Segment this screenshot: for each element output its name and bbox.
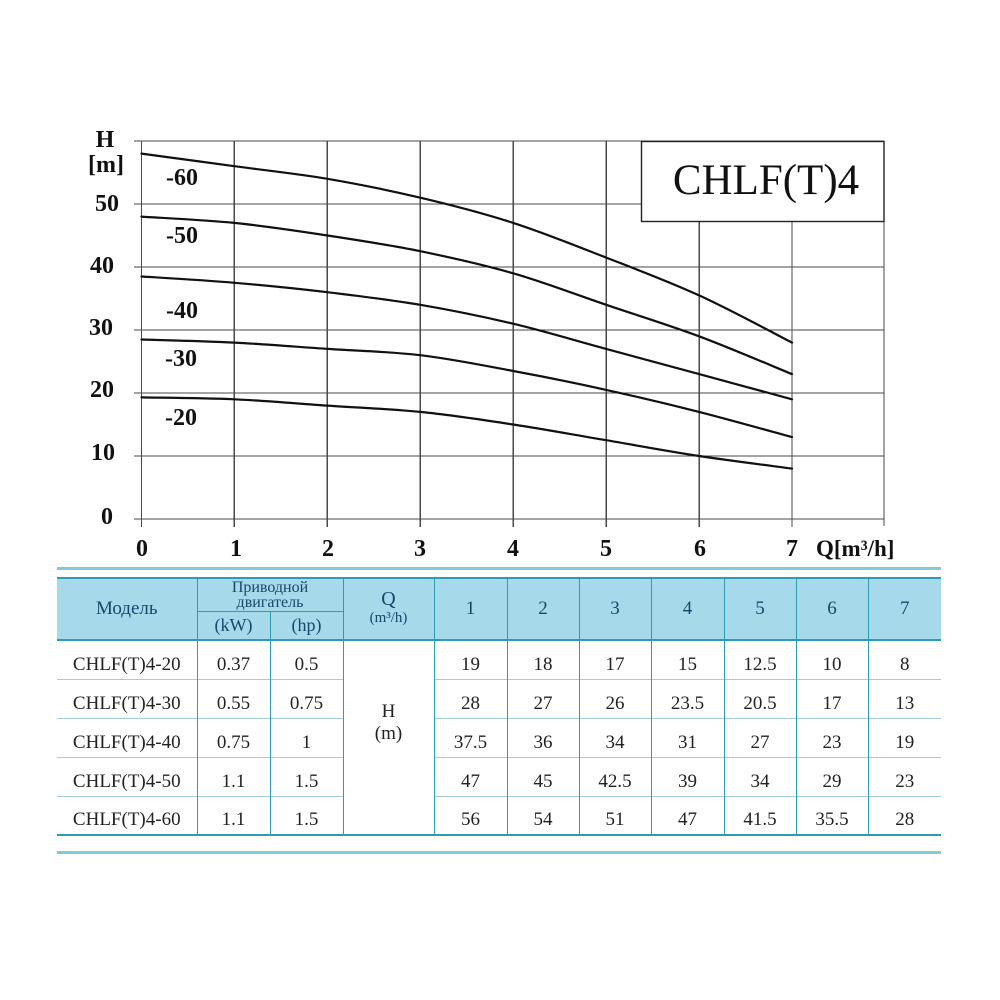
svg-text:40: 40 bbox=[90, 253, 114, 279]
svg-text:0: 0 bbox=[101, 504, 113, 530]
svg-text:4: 4 bbox=[507, 536, 519, 562]
svg-text:7: 7 bbox=[786, 536, 798, 562]
svg-text:-60: -60 bbox=[166, 165, 198, 191]
svg-text:5: 5 bbox=[600, 536, 612, 562]
svg-text:-20: -20 bbox=[165, 405, 197, 431]
svg-text:20: 20 bbox=[90, 377, 114, 403]
svg-text:CHLF(T)4: CHLF(T)4 bbox=[673, 157, 859, 204]
svg-text:0: 0 bbox=[136, 536, 148, 562]
svg-text:-40: -40 bbox=[166, 298, 198, 324]
svg-text:3: 3 bbox=[414, 536, 426, 562]
svg-text:1: 1 bbox=[230, 536, 242, 562]
svg-text:-30: -30 bbox=[165, 346, 197, 372]
svg-text:Q[m³/h]: Q[m³/h] bbox=[816, 536, 894, 561]
svg-text:50: 50 bbox=[95, 191, 119, 217]
svg-text:-50: -50 bbox=[166, 223, 198, 249]
svg-text:2: 2 bbox=[322, 536, 334, 562]
svg-text:10: 10 bbox=[91, 440, 115, 466]
svg-text:H: H bbox=[96, 127, 115, 153]
svg-text:[m]: [m] bbox=[88, 152, 124, 178]
svg-text:30: 30 bbox=[89, 315, 113, 341]
svg-text:6: 6 bbox=[694, 536, 706, 562]
